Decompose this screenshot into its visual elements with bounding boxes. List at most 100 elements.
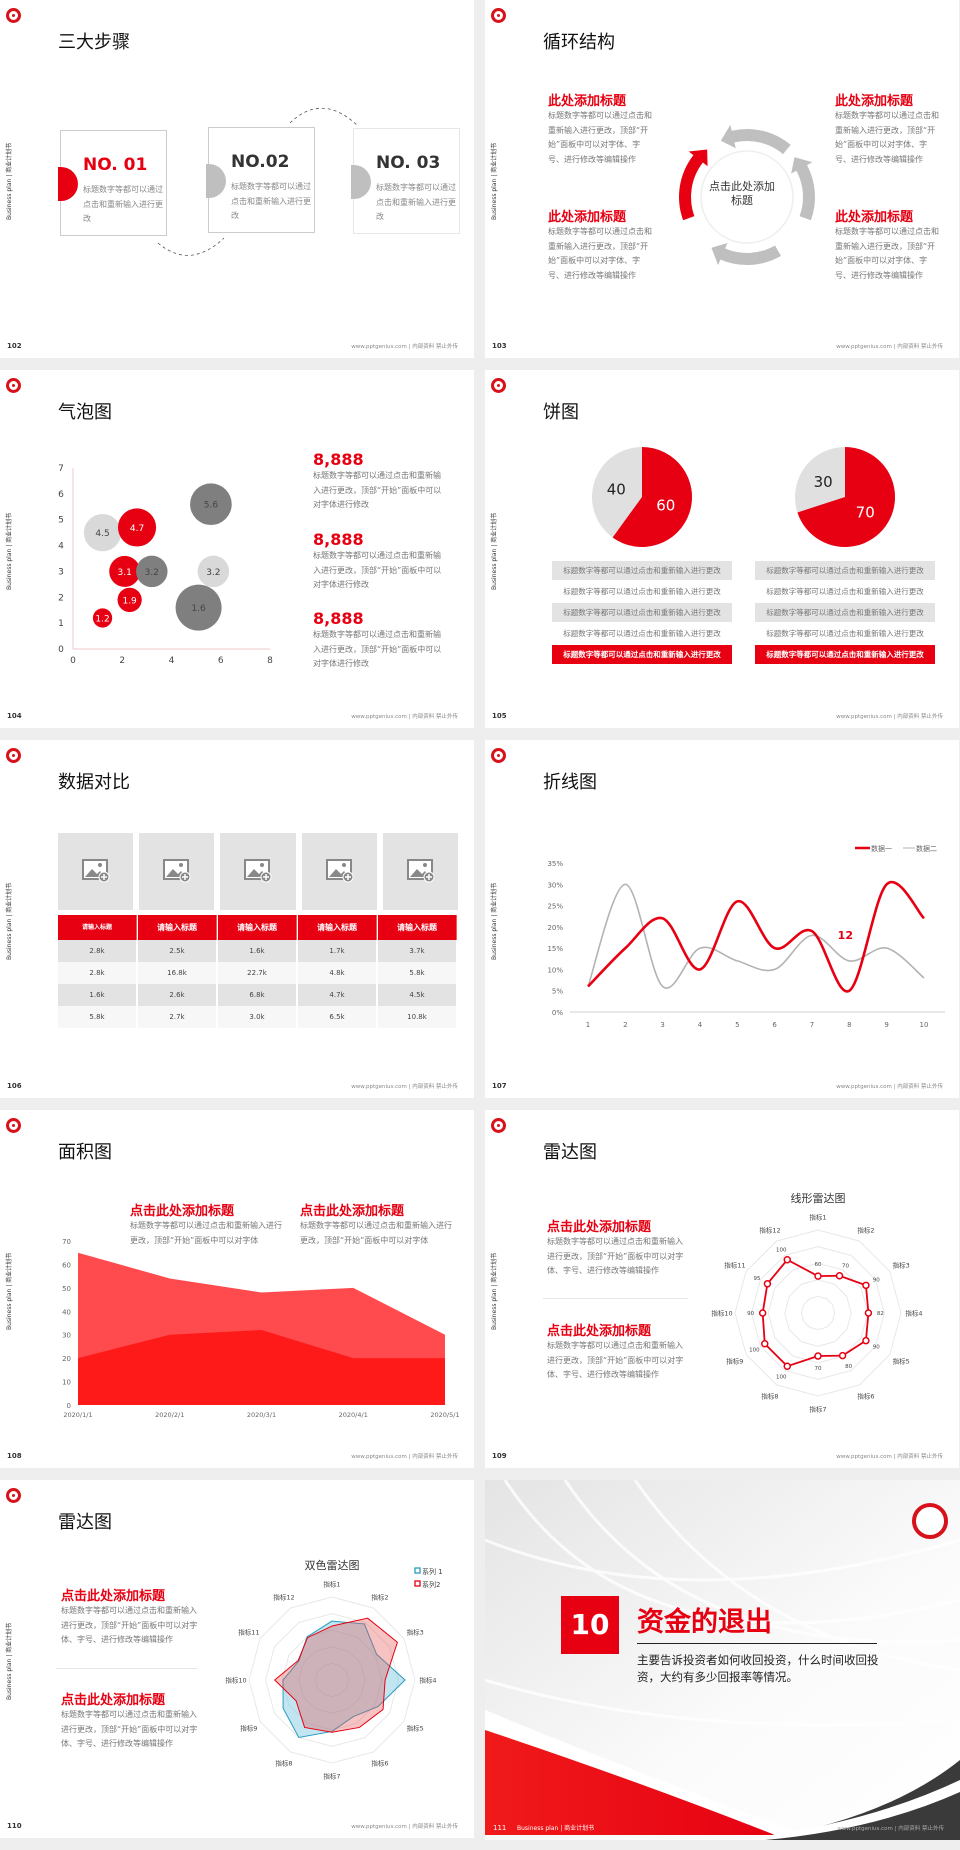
page-number: 111	[493, 1824, 507, 1832]
image-placeholder	[383, 833, 458, 910]
block-heading: 此处添加标题	[835, 210, 914, 225]
x-tick-label: 2020/5/1	[430, 1411, 459, 1419]
list-item: 标题数字等都可以通过点击和重新输入进行更改	[552, 645, 732, 664]
logo	[491, 378, 506, 393]
bubble	[92, 608, 113, 628]
radar-value-label: 82	[877, 1311, 884, 1317]
footer-text: www.pptgenius.com | 内部资料 禁止外传	[351, 1084, 458, 1090]
background-swoosh	[485, 1480, 960, 1840]
column-header: 请输入标题	[378, 915, 457, 940]
table-cell: 4.7k	[298, 984, 377, 1006]
text-block: 此处添加标题 标题数字等都可以通过点击和重新输入进行更改，顶部“开始”面板中可以对…	[835, 206, 940, 283]
page-number: 105	[492, 712, 507, 720]
radar-title: 双色雷达图	[305, 1558, 360, 1572]
step-number: NO. 01	[83, 155, 148, 175]
slide-105[interactable]: Business plan | 商业计划书 饼图 60 40 70 30 标题数字等都…	[485, 370, 959, 728]
x-tick-label: 6	[218, 656, 224, 666]
cycle-arrow	[791, 157, 815, 221]
block-text: 标题数字等都可以通过点击和重新输入进行更改，顶部“开始”面板中可以对字体、字号、…	[547, 1237, 684, 1275]
page-number: 103	[492, 342, 507, 350]
table-cell: 2.8k	[58, 940, 137, 962]
slide-103[interactable]: Business plan | 商业计划书 循环结构 点击此处添加标题 此处添加…	[485, 0, 959, 358]
y-tick-label: 10	[62, 1379, 71, 1387]
footer-text: www.pptgenius.com | 内部资料 禁止外传	[836, 344, 943, 350]
slide-102[interactable]: Business plan | 商业计划书 三大步骤 NO. 01 标题数字等都…	[0, 0, 474, 358]
stat-block: 8,888 标题数字等都可以通过点击和重新输入进行更改，顶部“开始”面板中可以对字…	[313, 450, 448, 513]
radar-grid	[248, 1596, 416, 1764]
text-block: 点击此处添加标题 标题数字等都可以通过点击和重新输入进行更改，顶部“开始”面板中可…	[547, 1320, 687, 1383]
page-number: 104	[7, 712, 22, 720]
radar-axis-label: 指标9	[726, 1357, 743, 1366]
radar-axis-label: 指标6	[857, 1392, 874, 1401]
radar-value-label: 60	[815, 1262, 822, 1268]
x-tick-label: 5	[735, 1021, 739, 1029]
radar-axis-label: 指标8	[275, 1759, 292, 1768]
page-number: 108	[7, 1452, 22, 1460]
slide-106[interactable]: Business plan | 商业计划书 数据对比 请输入标题 2.8k 2.8k…	[0, 740, 474, 1098]
x-tick-label: 6	[772, 1021, 777, 1029]
list-item: 标题数字等都可以通过点击和重新输入进行更改	[552, 603, 732, 622]
section-number: 10	[561, 1596, 619, 1654]
slide-110[interactable]: Business plan | 商业计划书 雷达图 点击此处添加标题 标题数字等都…	[0, 1480, 474, 1838]
radar-grid	[734, 1229, 902, 1397]
bubble-label: 3.2	[145, 568, 159, 578]
divider	[56, 1668, 198, 1669]
table-cell: 5.8k	[378, 962, 457, 984]
radar-axis-label: 指标4	[905, 1309, 922, 1318]
footer-text: www.pptgenius.com | 内部资料 禁止外传	[836, 1084, 943, 1090]
radar-point	[814, 1272, 822, 1280]
radar-axis-label: 指标1	[323, 1580, 340, 1589]
bubble-chart: 0 2 4 6 8 0 1 2 3 4 5 6 7 1.2 1.9 3.1 3.2 4.5 4.7 5.6 3.2 1.6	[58, 464, 273, 666]
legend-swatch	[414, 1567, 421, 1574]
slide-107[interactable]: Business plan | 商业计划书 折线图 0% 5% 10% 15% 20% 2…	[485, 740, 959, 1098]
radar-point	[783, 1256, 792, 1264]
radar-series	[282, 1620, 406, 1739]
legend-label: 数据一	[871, 844, 892, 853]
radar-axis-label: 指标12	[759, 1225, 780, 1234]
half-circle-marker	[351, 165, 371, 199]
bubble-label: 5.6	[204, 501, 219, 511]
radar-value-label: 70	[815, 1366, 822, 1372]
text-block: 此处添加标题 标题数字等都可以通过点击和重新输入进行更改，顶部“开始”面板中可以对…	[548, 90, 653, 167]
slide-111-section-cover[interactable]: 10 资金的退出 主要告诉投资者如何收回投资，什么时间收回投资，大约有多少回报率…	[485, 1480, 960, 1840]
table-cell: 4.5k	[378, 984, 457, 1006]
image-placeholder	[220, 833, 296, 910]
block-text: 标题数字等都可以通过点击和重新输入进行更改，顶部“开始”面板中可以对字体、字号、…	[548, 227, 652, 280]
slide-title: 数据对比	[58, 772, 130, 793]
text-block: 此处添加标题 标题数字等都可以通过点击和重新输入进行更改，顶部“开始”面板中可以对…	[835, 90, 940, 167]
step-card-3: NO. 03 标题数字等都可以通过点击和重新输入进行更改	[351, 128, 460, 234]
block-heading: 此处添加标题	[548, 94, 627, 109]
radar-value-label: 90	[873, 1345, 880, 1351]
slide-108[interactable]: Business plan | 商业计划书 面积图 0 10 20 30 40 50 60 7…	[0, 1110, 474, 1468]
table-cell: 2.5k	[138, 940, 217, 962]
logo	[491, 748, 506, 763]
page-number: 109	[492, 1452, 507, 1460]
list-item: 标题数字等都可以通过点击和重新输入进行更改	[755, 603, 935, 622]
radar-axis-label: 指标5	[893, 1357, 910, 1366]
stat-value: 8,888	[313, 609, 364, 628]
table-cell: 4.8k	[298, 962, 377, 984]
radar-grid	[314, 1662, 350, 1698]
radar-grid	[265, 1613, 399, 1747]
radar-axis-label: 指标12	[273, 1592, 294, 1601]
block-text: 标题数字等都可以通过点击和重新输入进行更改，顶部“开始”面板中可以对字体	[130, 1221, 282, 1245]
y-tick-label: 15%	[547, 945, 563, 953]
table-cell: 2.6k	[138, 984, 217, 1006]
pie-label: 30	[814, 473, 833, 491]
stat-block: 8,888 标题数字等都可以通过点击和重新输入进行更改，顶部“开始”面板中可以对字…	[313, 609, 448, 672]
bubble	[175, 584, 222, 631]
bubble-label: 3.2	[206, 568, 220, 578]
radar-axis-label: 指标2	[371, 1592, 388, 1601]
y-tick-label: 5%	[552, 988, 563, 996]
slide-title: 饼图	[543, 402, 579, 423]
divider	[543, 1298, 688, 1299]
column-header: 请输入标题	[138, 915, 217, 940]
slide-109[interactable]: Business plan | 商业计划书 雷达图 点击此处添加标题 标题数字等都…	[485, 1110, 959, 1468]
section-title: 资金的退出	[637, 1607, 772, 1638]
add-image-icon	[325, 859, 353, 883]
table-cell: 22.7k	[218, 962, 297, 984]
bubble-label: 3.1	[118, 568, 132, 578]
footer-text: www.pptgenius.com | 内部资料 禁止外传	[351, 714, 458, 720]
legend-label: 系列 1	[422, 1567, 443, 1576]
